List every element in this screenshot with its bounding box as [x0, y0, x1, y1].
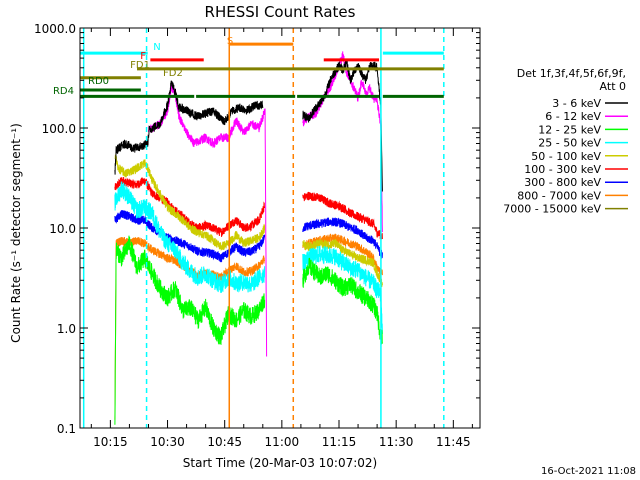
flag-label: FD1: [130, 60, 150, 71]
y-axis-label: Count Rate (s⁻¹ detector segment⁻¹): [9, 123, 23, 343]
y-tick-label: 1000.0: [34, 22, 76, 36]
chart-title: RHESSI Count Rates: [205, 3, 356, 21]
series-line: [114, 58, 383, 192]
legend-label: 25 - 50 keV: [538, 137, 601, 150]
y-tick-label: 1.0: [57, 322, 76, 336]
x-tick-label: 11:30: [379, 435, 414, 449]
flag-label: RD4: [53, 86, 74, 97]
legend-label: 3 - 6 keV: [552, 97, 601, 110]
x-tick-label: 10:15: [93, 435, 128, 449]
flag-label: S: [227, 36, 233, 47]
footer-timestamp: 16-Oct-2021 11:08: [541, 466, 636, 477]
legend-header: Det 1f,3f,4f,5f,6f,9f,: [517, 67, 626, 80]
flag-label: FD2: [163, 68, 183, 79]
series-line: [114, 181, 383, 334]
y-tick-label: 10.0: [49, 222, 76, 236]
x-tick-label: 11:00: [265, 435, 300, 449]
legend-label: 100 - 300 keV: [524, 163, 601, 176]
x-tick-label: 11:45: [436, 435, 471, 449]
legend-label: 12 - 25 keV: [538, 123, 601, 136]
legend-header: Att 0: [600, 80, 626, 93]
y-tick-label: 100.0: [42, 122, 76, 136]
x-tick-label: 11:15: [322, 435, 357, 449]
flag-label: N: [153, 42, 160, 53]
series-line: [114, 235, 383, 425]
series-line: [114, 154, 383, 288]
x-axis-label: Start Time (20-Mar-03 10:07:02): [183, 456, 377, 470]
flag-label: F: [140, 51, 146, 62]
legend-label: 300 - 800 keV: [524, 176, 601, 189]
legend-label: 7000 - 15000 keV: [503, 203, 601, 216]
x-tick-label: 10:30: [150, 435, 185, 449]
legend-label: 800 - 7000 keV: [517, 189, 601, 202]
legend-label: 50 - 100 keV: [531, 150, 601, 163]
legend-label: 6 - 12 keV: [545, 110, 601, 123]
x-tick-label: 10:45: [207, 435, 242, 449]
y-tick-label: 0.1: [57, 422, 76, 436]
series-line: [114, 209, 383, 263]
flag-label: RD0: [88, 76, 109, 87]
plot-area: [80, 28, 445, 428]
